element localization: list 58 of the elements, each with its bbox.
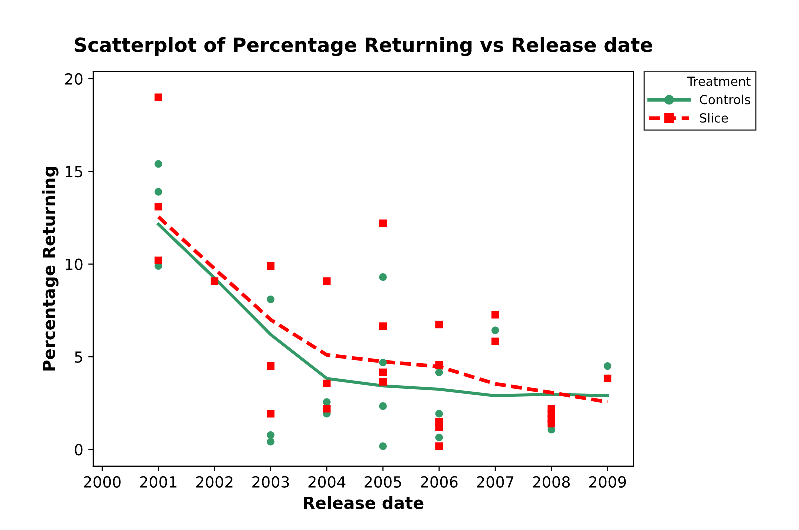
point <box>492 326 500 334</box>
x-axis-title: Release date <box>304 496 424 510</box>
y-tick-label: 15 <box>66 166 82 178</box>
point <box>323 278 331 286</box>
point <box>436 410 444 418</box>
legend-label: Slice <box>700 113 728 123</box>
point <box>436 361 444 369</box>
legend-label: Controls <box>700 94 750 105</box>
point <box>154 256 162 264</box>
point <box>548 420 556 428</box>
point <box>323 405 331 413</box>
point <box>154 160 162 168</box>
x-tick-label: 2000 <box>84 476 121 488</box>
x-tick-label: 2004 <box>308 476 346 488</box>
point <box>436 442 444 450</box>
x-tick-label: 2009 <box>589 476 626 488</box>
point <box>267 410 275 418</box>
point <box>379 368 387 376</box>
point <box>379 322 387 330</box>
point <box>604 374 612 383</box>
x-tick-label: 2003 <box>252 476 290 488</box>
point <box>267 262 275 270</box>
point <box>154 203 162 211</box>
point <box>323 380 331 388</box>
chart-title: Scatterplot of Percentage Returning vs Release date <box>75 37 652 56</box>
legend-title: Treatment <box>687 76 751 86</box>
point <box>323 398 331 406</box>
point <box>379 442 387 450</box>
x-tick-label: 2002 <box>196 476 233 488</box>
y-tick-label: 5 <box>75 352 82 364</box>
point <box>436 424 444 432</box>
point <box>379 358 387 367</box>
point <box>267 296 275 304</box>
x-tick-label: 2007 <box>477 476 514 488</box>
y-axis-title: Percentage Returning <box>42 167 59 371</box>
point <box>210 278 219 286</box>
point <box>436 368 444 376</box>
point <box>436 320 444 329</box>
point <box>267 431 275 440</box>
point <box>154 188 162 196</box>
point <box>267 362 275 370</box>
point <box>492 311 500 319</box>
point <box>154 94 162 102</box>
point <box>604 362 612 370</box>
y-tick-label: 0 <box>75 444 83 456</box>
point <box>436 434 444 442</box>
point <box>379 402 387 410</box>
x-tick-label: 2005 <box>364 476 402 488</box>
x-tick-label: 2001 <box>140 476 177 488</box>
point <box>267 438 275 446</box>
y-tick-label: 20 <box>65 73 83 85</box>
x-tick-label: 2006 <box>421 476 458 488</box>
point <box>379 274 387 282</box>
point <box>492 338 500 346</box>
point <box>379 378 387 386</box>
point <box>379 220 387 228</box>
x-tick-label: 2008 <box>533 476 570 488</box>
y-tick-label: 10 <box>66 258 83 270</box>
